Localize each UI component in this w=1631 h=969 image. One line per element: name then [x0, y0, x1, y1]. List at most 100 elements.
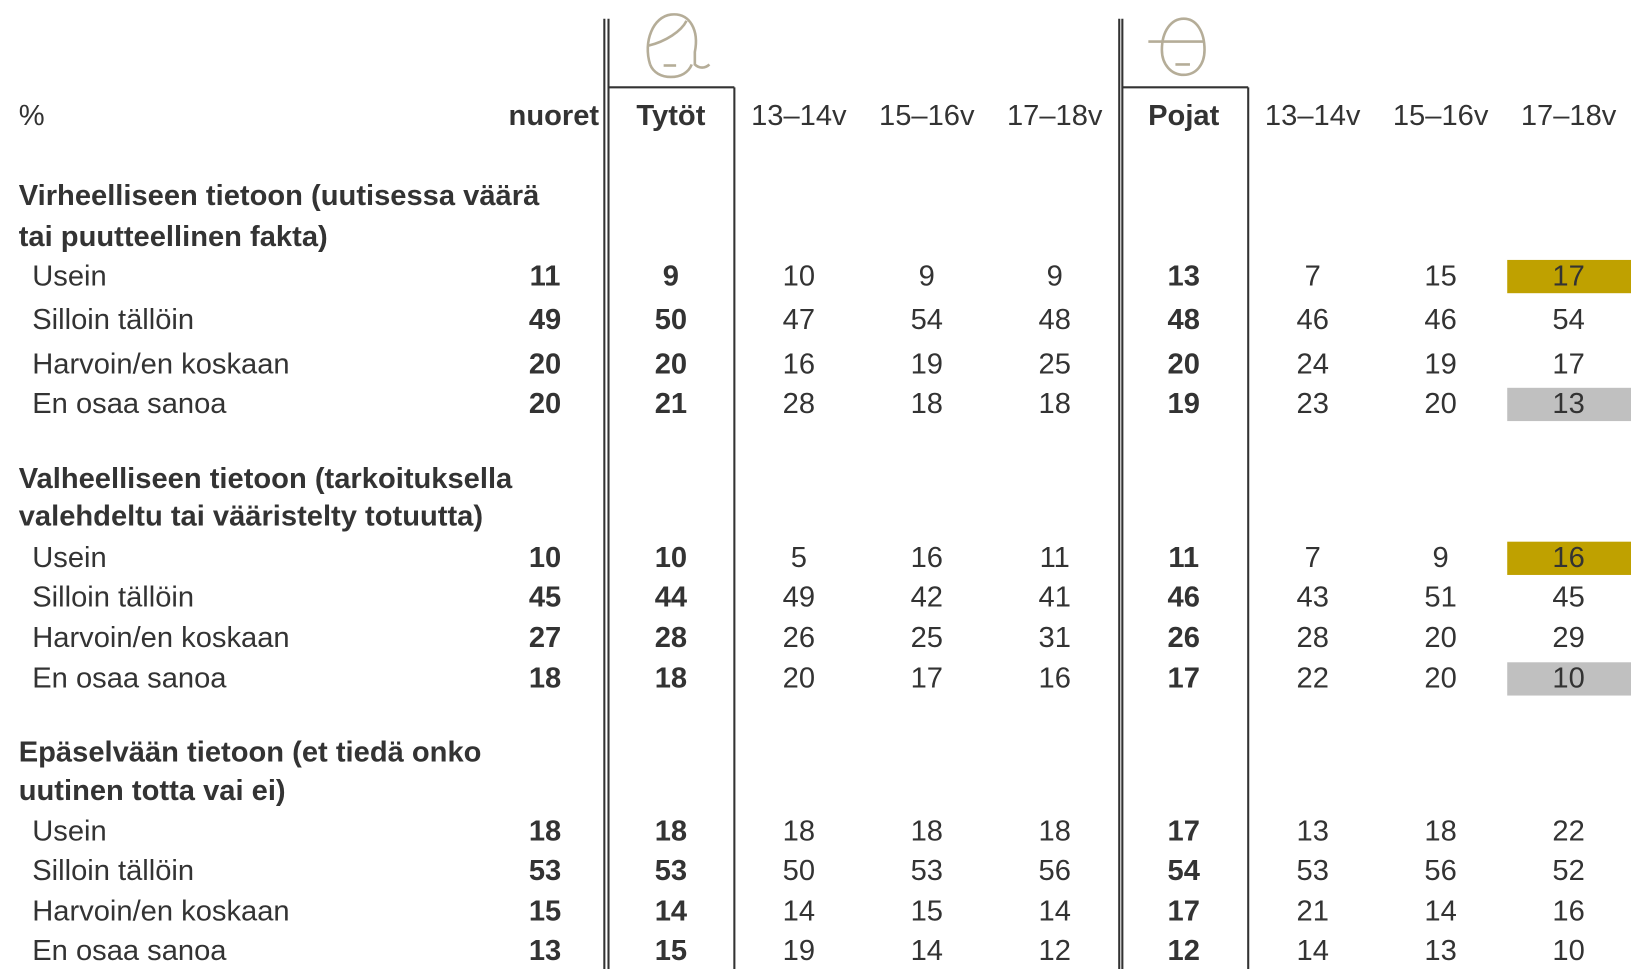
- section-title: Valheelliseen tietoon (tarkoituksella: [19, 463, 513, 495]
- cell-value: 46: [1424, 304, 1456, 336]
- cell-value: 44: [655, 582, 688, 614]
- cell-value: 9: [919, 260, 935, 292]
- cell-value: 22: [1297, 663, 1329, 695]
- cell-value: 18: [529, 815, 561, 847]
- cell-value: 18: [1424, 815, 1456, 847]
- cell-value: 13: [1297, 815, 1329, 847]
- cell-value: 49: [783, 582, 815, 614]
- cell-value: 46: [1168, 582, 1200, 614]
- cell-value: 53: [911, 855, 943, 887]
- cell-value: 20: [529, 349, 561, 381]
- cell-value: 53: [529, 855, 561, 887]
- cell-value: 18: [783, 815, 815, 847]
- cell-value: 17: [1168, 663, 1200, 695]
- cell-value: 20: [1424, 663, 1456, 695]
- cell-value: 21: [1297, 896, 1329, 928]
- cell-value: 14: [783, 896, 815, 928]
- cell-value: 14: [911, 935, 943, 967]
- cell-value: 17: [1168, 815, 1200, 847]
- column-header: 17–18v: [1007, 100, 1103, 132]
- cell-value: 20: [655, 349, 687, 381]
- cell-value: 25: [911, 622, 943, 654]
- section-title: Virheelliseen tietoon (uutisessa väärä: [19, 180, 540, 212]
- cell-value: 26: [783, 622, 815, 654]
- cell-value: 16: [1039, 663, 1071, 695]
- cell-value: 19: [911, 349, 943, 381]
- cell-value: 19: [1424, 349, 1456, 381]
- row-label: En osaa sanoa: [32, 935, 227, 967]
- cell-value: 22: [1552, 815, 1584, 847]
- cell-value: 47: [783, 304, 815, 336]
- cell-value: 28: [655, 622, 687, 654]
- row-label: Silloin tällöin: [32, 304, 194, 336]
- cell-value: 13: [1552, 388, 1584, 420]
- cell-value: 10: [529, 542, 561, 574]
- cell-value: 15: [1424, 260, 1456, 292]
- cell-value: 43: [1297, 582, 1329, 614]
- cell-value: 10: [655, 542, 687, 574]
- column-header: nuoret: [509, 100, 600, 132]
- row-label: Harvoin/en koskaan: [32, 896, 289, 928]
- icon-girl: [646, 13, 711, 79]
- cell-value: 13: [1168, 260, 1200, 292]
- column-header: Tytöt: [636, 100, 705, 132]
- cell-value: 9: [1433, 542, 1449, 574]
- cell-value: 52: [1552, 855, 1584, 887]
- row-label: Harvoin/en koskaan: [32, 349, 289, 381]
- row-label: Silloin tällöin: [32, 582, 194, 614]
- cell-value: 50: [655, 304, 687, 336]
- cell-value: 7: [1305, 260, 1321, 292]
- cell-value: 53: [1297, 855, 1329, 887]
- cell-value: 10: [1552, 935, 1584, 967]
- section-title: valehdeltu tai vääristelty totuutta): [19, 500, 483, 532]
- cell-value: 45: [1552, 582, 1584, 614]
- column-header: Pojat: [1148, 100, 1219, 132]
- cell-value: 14: [1039, 896, 1071, 928]
- cell-value: 19: [1168, 388, 1200, 420]
- cell-value: 12: [1168, 935, 1200, 967]
- cell-value: 54: [911, 304, 943, 336]
- cell-value: 9: [1047, 260, 1063, 292]
- section-title: Epäselvään tietoon (et tiedä onko: [19, 736, 482, 768]
- row-label: En osaa sanoa: [32, 663, 227, 695]
- cell-value: 14: [655, 896, 688, 928]
- cell-value: 18: [911, 388, 943, 420]
- cell-value: 7: [1305, 542, 1321, 574]
- cell-value: 25: [1039, 349, 1071, 381]
- cell-value: 48: [1168, 304, 1200, 336]
- cell-value: 20: [529, 388, 561, 420]
- cell-value: 31: [1039, 622, 1071, 654]
- cell-value: 18: [655, 663, 687, 695]
- cell-value: 27: [529, 622, 561, 654]
- cell-value: 18: [1039, 388, 1071, 420]
- cell-value: 12: [1039, 935, 1071, 967]
- cell-value: 16: [911, 542, 943, 574]
- grid: [603, 18, 1250, 969]
- cell-value: 18: [911, 815, 943, 847]
- cell-value: 13: [529, 935, 561, 967]
- cell-value: 56: [1039, 855, 1071, 887]
- row-label: Silloin tällöin: [32, 855, 194, 887]
- cell-value: 28: [783, 388, 815, 420]
- row-label: Usein: [32, 542, 106, 574]
- cell-value: 10: [783, 260, 815, 292]
- cell-value: 11: [1040, 542, 1070, 574]
- cell-value: 5: [791, 542, 807, 574]
- unit-label: %: [19, 100, 45, 132]
- section-title: tai puutteellinen fakta): [19, 221, 328, 253]
- cell-value: 23: [1297, 388, 1329, 420]
- cell-value: 20: [783, 663, 815, 695]
- cell-highlight: [1507, 259, 1631, 294]
- column-header: 15–16v: [1393, 100, 1489, 132]
- cell-highlight: [1507, 387, 1631, 422]
- cell-value: 20: [1168, 349, 1200, 381]
- row-label: Usein: [32, 260, 106, 292]
- cell-value: 13: [1424, 935, 1456, 967]
- cell-value: 41: [1039, 582, 1071, 614]
- section-title: uutinen totta vai ei): [19, 775, 286, 807]
- cell-value: 14: [1297, 935, 1329, 967]
- cell-value: 14: [1424, 896, 1456, 928]
- cell-value: 29: [1552, 622, 1584, 654]
- icon-boy: [1148, 17, 1206, 77]
